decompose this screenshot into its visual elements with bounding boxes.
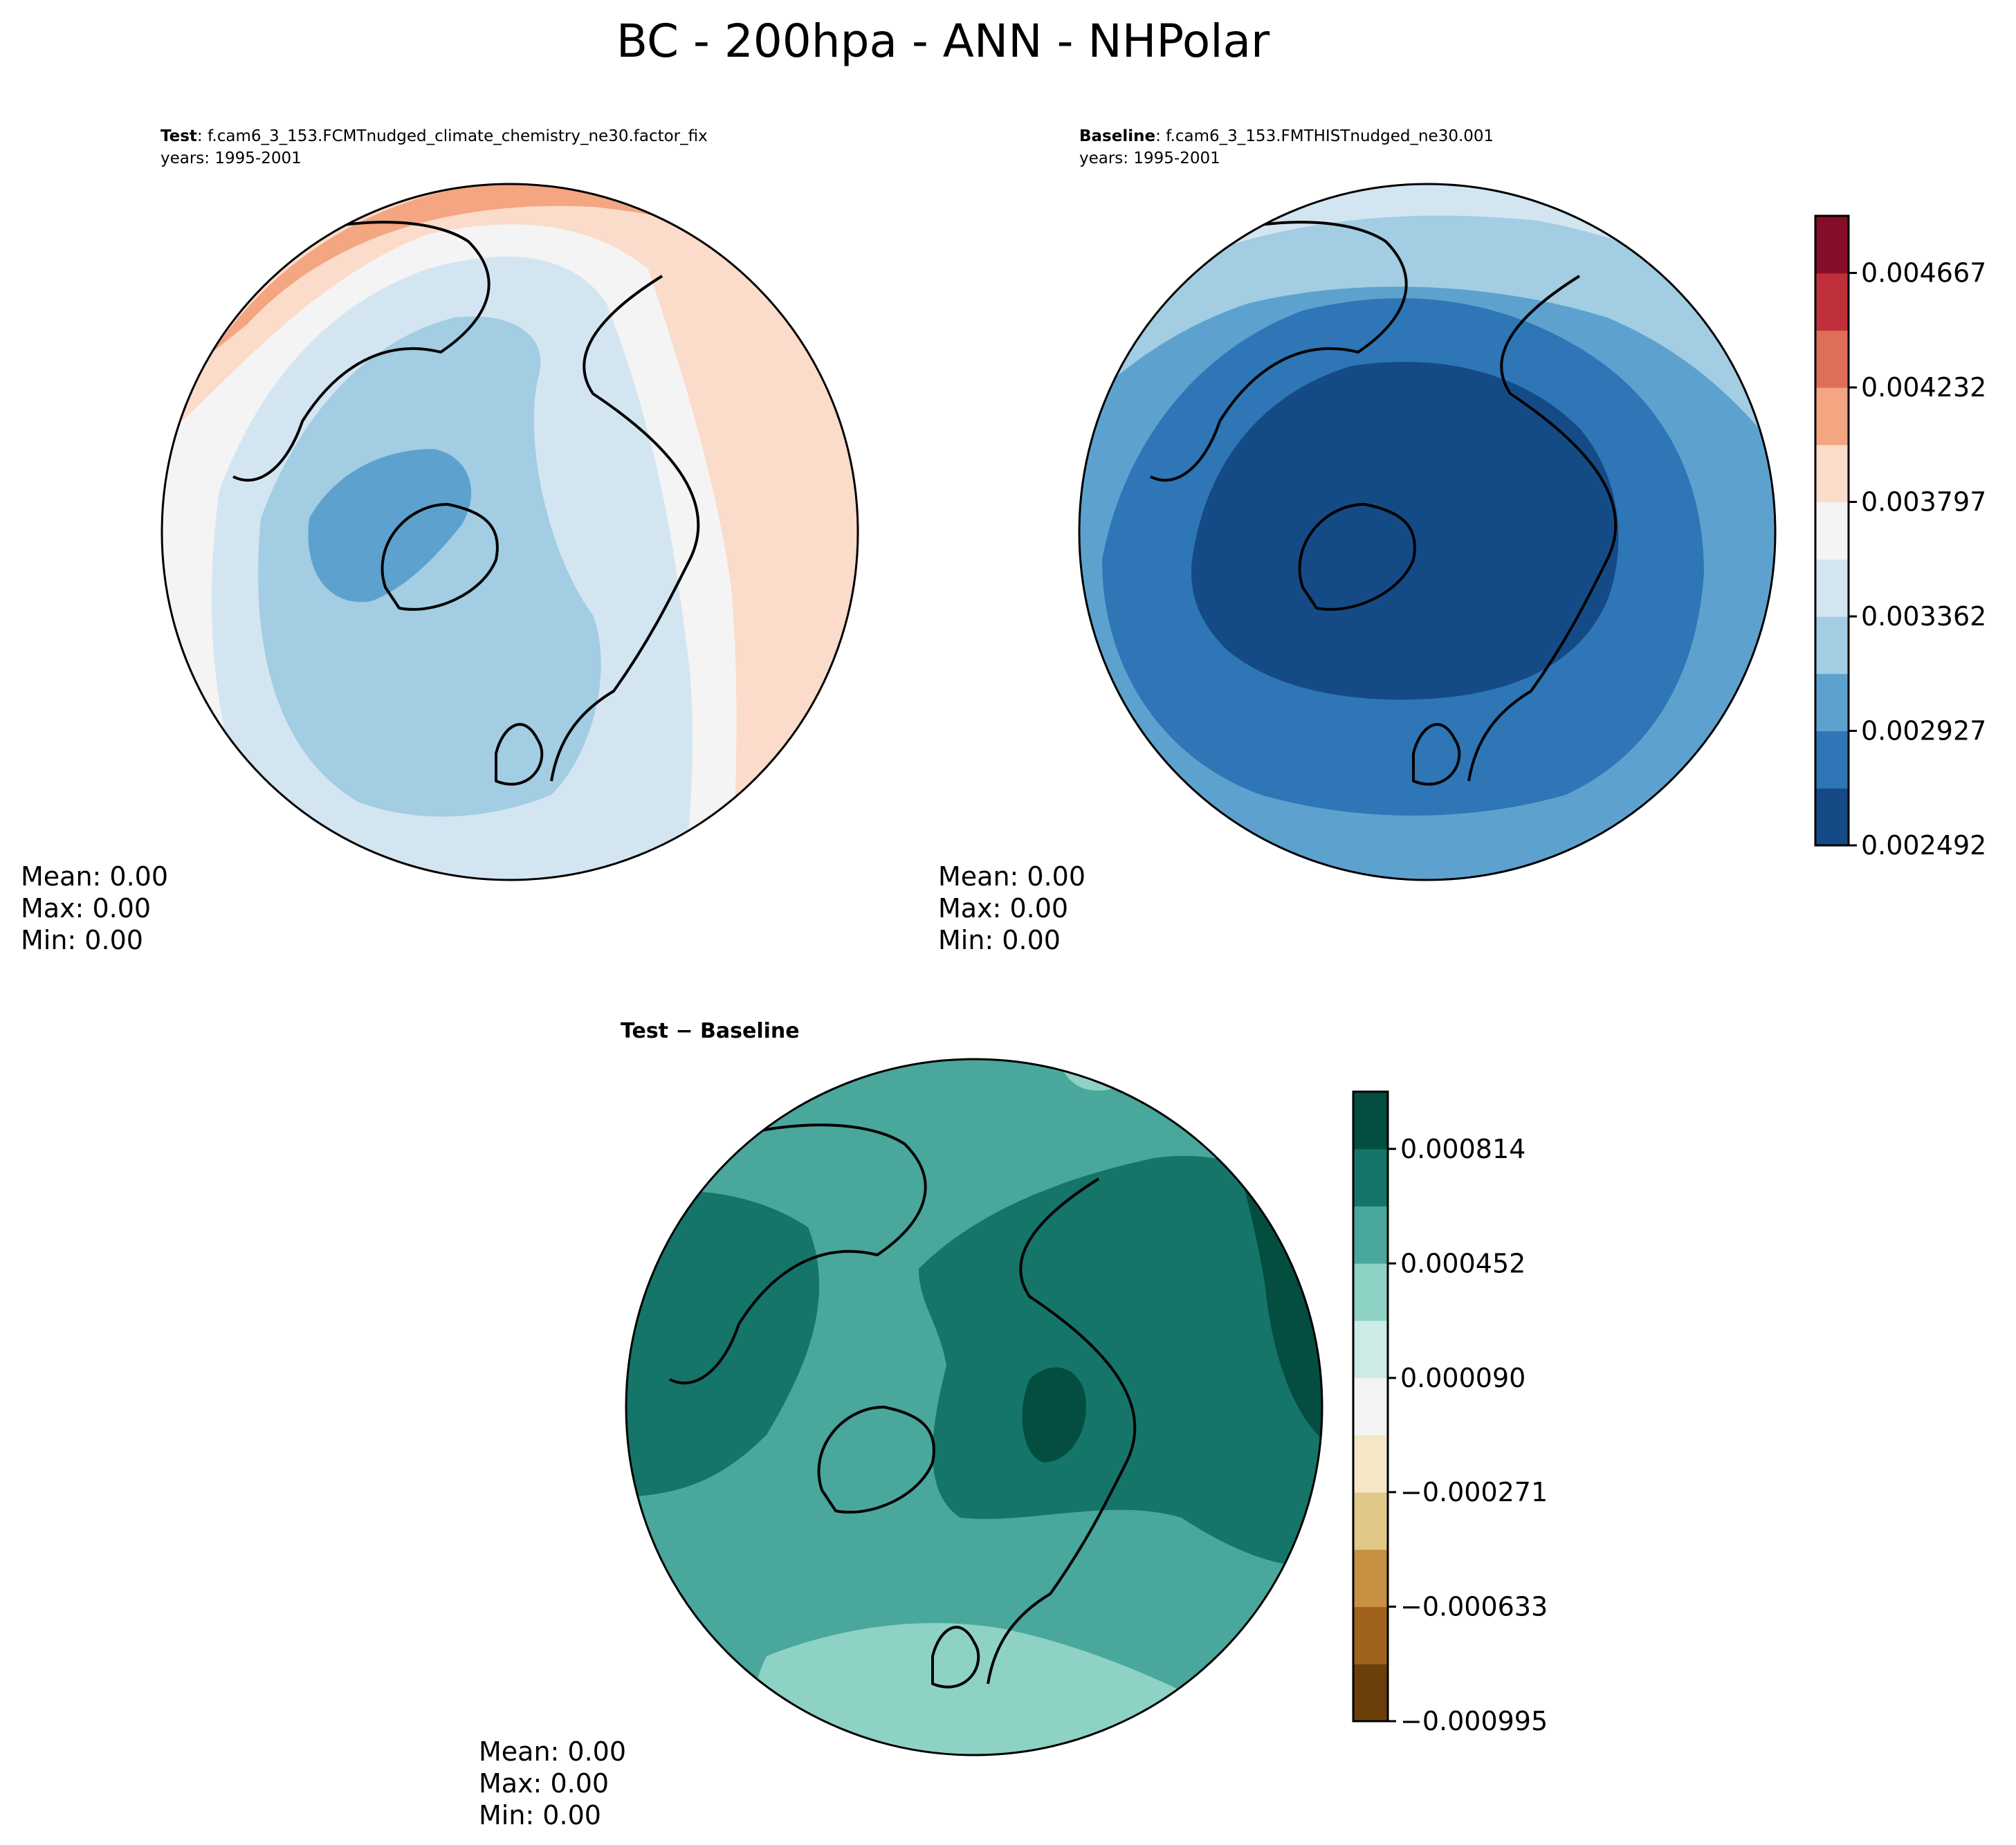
baseline-coastline-north-america [1150, 221, 1408, 482]
baseline-stat-min: Min: 0.00 [938, 925, 1061, 955]
diff-coastline-europe [931, 1626, 980, 1689]
diff-left-region-0.000633 [626, 1191, 820, 1497]
baseline-years: years: 1995-2001 [1079, 149, 1220, 167]
difference-colorbar-segment [1353, 1606, 1388, 1664]
diff-coastline-north-america [669, 1123, 927, 1385]
diff-lower-region-0.000452 [754, 1623, 1195, 1755]
diff-stat-max: Max: 0.00 [479, 1768, 609, 1799]
test-stat-min: Min: 0.00 [21, 925, 143, 955]
absolute-colorbar-tick-label: 0.004667 [1861, 258, 1986, 288]
difference-colorbar-tick-label: 0.000090 [1400, 1363, 1525, 1393]
baseline-coastline-greenland [1298, 503, 1416, 611]
absolute-colorbar-tick-label: 0.002492 [1861, 830, 1986, 861]
diff-coastline-greenland [817, 1406, 935, 1514]
baseline-panel: Baseline: f.cam6_3_153.FMTHISTnudged_ne3… [938, 127, 1986, 955]
test-level-0.004449 [800, 184, 858, 352]
diff-panel-title: Test − Baseline [621, 1019, 800, 1043]
absolute-colorbar-segment [1815, 673, 1849, 732]
diff-coastline-eurasia [987, 1177, 1137, 1685]
baseline-stat-mean: Mean: 0.00 [938, 861, 1085, 892]
test-years: years: 1995-2001 [161, 149, 302, 167]
test-panel: Test: f.cam6_3_153.FCMTnudged_climate_ch… [21, 127, 859, 955]
baseline-coastline-europe [1412, 723, 1461, 786]
difference-colorbar-segment [1353, 1148, 1388, 1206]
test-coastline-north-america [232, 221, 491, 482]
difference-colorbar-tick-label: 0.000814 [1400, 1134, 1525, 1164]
absolute-colorbar-segment [1815, 502, 1849, 560]
absolute-colorbar-frame [1814, 214, 1850, 847]
difference-colorbar-tick-label: 0.000452 [1400, 1248, 1525, 1278]
absolute-colorbar-segment [1815, 559, 1849, 617]
difference-colorbar-segment [1353, 1664, 1388, 1722]
difference-colorbar-segment [1353, 1435, 1388, 1493]
difference-colorbar-segment [1353, 1492, 1388, 1550]
diff-stat-mean: Mean: 0.00 [479, 1736, 626, 1767]
diff-panel: Test − Baseline Mean: 0.00 Max: 0.00 [479, 1019, 1548, 1830]
figure-title: BC - 200hpa - ANN - NHPolar [616, 15, 1270, 68]
difference-colorbar-segment [1353, 1377, 1388, 1435]
test-stat-mean: Mean: 0.00 [21, 861, 168, 892]
difference-colorbar-segment [1353, 1206, 1388, 1264]
test-panel-label: Test: f.cam6_3_153.FCMTnudged_climate_ch… [161, 127, 708, 145]
baseline-label-bold: Baseline [1079, 127, 1155, 145]
baseline-map-border [1078, 183, 1777, 881]
baseline-label-case: : f.cam6_3_153.FMTHISTnudged_ne30.001 [1155, 127, 1494, 145]
difference-colorbar-frame [1352, 1090, 1389, 1723]
test-level-0.002927 [308, 449, 472, 603]
difference-colorbar-tick-label: −0.000271 [1400, 1477, 1548, 1507]
test-map [161, 183, 859, 881]
baseline-coastline-eurasia [1467, 275, 1618, 782]
test-level-0.003144 [258, 316, 601, 817]
baseline-stat-max: Max: 0.00 [938, 893, 1068, 924]
absolute-colorbar-segment [1815, 273, 1849, 331]
difference-colorbar-segment [1353, 1263, 1388, 1321]
test-stat-max: Max: 0.00 [21, 893, 151, 924]
absolute-colorbar-segment [1815, 731, 1849, 789]
absolute-colorbar-segment [1815, 330, 1849, 388]
absolute-colorbar-segment [1815, 387, 1849, 446]
test-coastline-greenland [381, 503, 499, 611]
diff-center-region-0.000814 [1022, 1367, 1086, 1462]
colorbar-absolute: 0.004667 0.004232 0.003797 0.003362 0.002927… [1814, 214, 1986, 861]
test-label-case: : f.cam6_3_153.FCMTnudged_climate_chemis… [197, 127, 708, 145]
baseline-level-0.003144 [1079, 184, 1775, 463]
baseline-panel-label: Baseline: f.cam6_3_153.FMTHISTnudged_ne3… [1079, 127, 1494, 145]
diff-map-border [625, 1058, 1323, 1756]
test-map-border [161, 183, 859, 881]
difference-colorbar-tick-label: −0.000995 [1400, 1706, 1548, 1736]
diff-stat-min: Min: 0.00 [479, 1800, 601, 1830]
absolute-colorbar-segment [1815, 616, 1849, 674]
test-level-0.004667 [821, 184, 858, 283]
absolute-colorbar-segment [1815, 216, 1849, 274]
absolute-colorbar-tick-label: 0.002927 [1861, 716, 1986, 746]
test-label-bold: Test [161, 127, 197, 145]
difference-colorbar-segment [1353, 1549, 1388, 1608]
baseline-level-0.003797 [1621, 184, 1775, 241]
colorbar-difference: 0.000814 0.000452 0.000090 −0.000271 −0.0006… [1352, 1090, 1548, 1736]
baseline-map [1078, 183, 1777, 881]
baseline-level-0.002492 [1191, 362, 1619, 700]
absolute-colorbar-tick-label: 0.003362 [1861, 601, 1986, 632]
test-coastline-europe [495, 723, 544, 786]
diff-map [625, 1058, 1323, 1756]
absolute-colorbar-segment [1815, 444, 1849, 503]
difference-colorbar-segment [1353, 1092, 1388, 1150]
absolute-colorbar-tick-label: 0.003797 [1861, 487, 1986, 517]
difference-colorbar-tick-label: −0.000633 [1400, 1591, 1548, 1622]
absolute-colorbar-tick-label: 0.004232 [1861, 372, 1986, 403]
absolute-colorbar-segment [1815, 788, 1849, 846]
difference-colorbar-segment [1353, 1320, 1388, 1379]
test-coastline-eurasia [550, 275, 700, 782]
